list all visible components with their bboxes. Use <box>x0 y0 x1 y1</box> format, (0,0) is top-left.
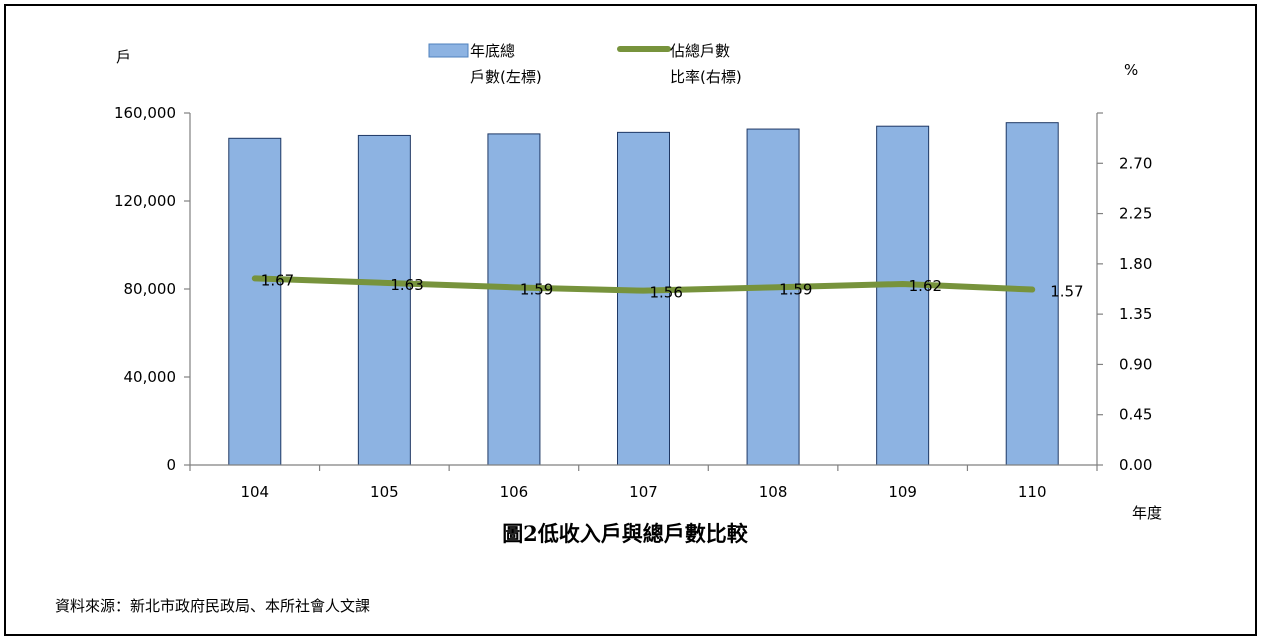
right-tick-label: 1.80 <box>1119 255 1152 273</box>
left-tick-label: 80,000 <box>124 280 177 298</box>
legend-bar-label-line2: 戶數(左標) <box>470 68 542 86</box>
bar-110 <box>1005 122 1059 466</box>
x-tick-label: 104 <box>240 483 269 501</box>
data-label-110: 1.57 <box>1050 283 1083 301</box>
axis-ticks: 0 40,000 80,000 120,000 160,000 0.00 0.45 0.90 1… <box>114 104 1152 501</box>
data-label-105: 1.63 <box>390 276 423 294</box>
data-label-108: 1.59 <box>779 280 812 298</box>
bar-108 <box>746 128 800 466</box>
right-tick-label: 0.00 <box>1119 456 1152 474</box>
data-label-107: 1.56 <box>650 284 683 302</box>
x-axis-label: 年度 <box>1132 504 1162 522</box>
right-tick-label: 0.45 <box>1119 406 1152 424</box>
line-series <box>251 275 1036 294</box>
x-tick-label: 105 <box>370 483 399 501</box>
x-tick-label: 110 <box>1018 483 1047 501</box>
right-tick-label: 2.25 <box>1119 205 1152 223</box>
legend: 年底總 戶數(左標) 佔總戶數 比率(右標) <box>428 42 742 86</box>
x-tick-label: 106 <box>500 483 529 501</box>
left-axis-unit: 戶 <box>116 48 131 66</box>
data-label-109: 1.62 <box>909 277 942 295</box>
legend-line-label-line1: 佔總戶數 <box>670 42 730 60</box>
right-tick-label: 2.70 <box>1119 154 1152 172</box>
bar-105 <box>357 134 411 466</box>
bar-107 <box>617 131 670 466</box>
x-tick-label: 108 <box>759 483 788 501</box>
source-note: 資料來源：新北市政府民政局、本所社會人文課 <box>55 597 370 615</box>
left-tick-label: 160,000 <box>114 104 176 122</box>
bar-109 <box>876 125 930 466</box>
x-tick-label: 107 <box>629 483 658 501</box>
ratio-line <box>251 275 1036 294</box>
x-tick-label: 109 <box>888 483 917 501</box>
legend-bar-label-line1: 年底總 <box>470 42 515 60</box>
left-tick-label: 0 <box>166 456 176 474</box>
bar-106 <box>487 133 541 466</box>
bar-series <box>228 122 1059 466</box>
data-label-106: 1.59 <box>520 280 553 298</box>
right-axis-unit: % <box>1124 61 1138 79</box>
bar-104 <box>228 137 282 466</box>
line-data-labels: 1.67 1.63 1.59 1.56 1.59 1.62 1.57 <box>261 271 1084 301</box>
right-tick-label: 1.35 <box>1119 305 1152 323</box>
chart-title: 圖2低收入戶與總戶數比較 <box>502 521 749 546</box>
left-tick-label: 40,000 <box>124 368 177 386</box>
legend-bar-swatch <box>428 43 469 58</box>
data-label-104: 1.67 <box>261 271 294 289</box>
right-tick-label: 0.90 <box>1119 355 1152 373</box>
legend-line-label-line2: 比率(右標) <box>670 68 742 86</box>
left-tick-label: 120,000 <box>114 192 176 210</box>
